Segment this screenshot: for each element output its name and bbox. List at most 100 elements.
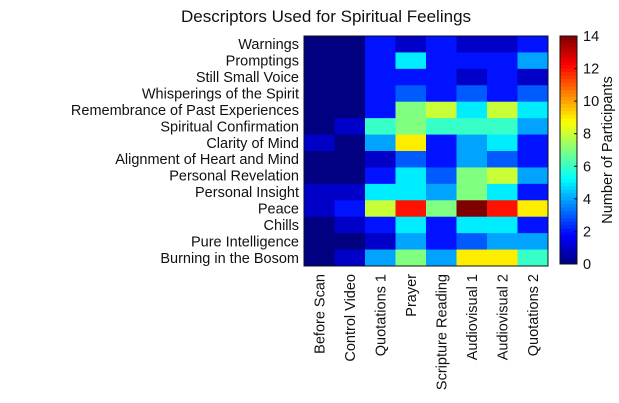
heatmap-cell xyxy=(456,183,488,201)
colorbar-segment xyxy=(560,221,577,226)
heatmap-cell xyxy=(395,200,427,218)
colorbar-segment xyxy=(560,57,577,62)
colorbar-segment xyxy=(560,174,577,179)
row-label: Pure Intelligence xyxy=(191,234,299,250)
heatmap-cell xyxy=(395,151,427,168)
heatmap-cell xyxy=(334,134,366,152)
colorbar-segment xyxy=(560,192,577,197)
heatmap-cell xyxy=(365,249,396,267)
colorbar-segment xyxy=(560,160,577,165)
colorbar-ticks: 0 2 4 6 8 10 12 14 xyxy=(574,29,599,273)
heatmap-cell xyxy=(365,36,396,53)
colorbar-segment xyxy=(560,196,577,201)
colorbar-frame xyxy=(559,35,578,265)
heatmap-cell xyxy=(517,216,549,234)
heatmap-cell xyxy=(456,68,488,86)
heatmap-cell xyxy=(517,249,549,267)
heatmap-cell xyxy=(517,101,549,119)
heatmap-cell xyxy=(426,249,457,267)
heatmap-cell xyxy=(365,200,396,218)
colorbar-segment xyxy=(560,110,577,115)
heatmap-cell xyxy=(304,36,335,53)
colorbar-segment xyxy=(560,189,577,194)
colorbar-segment xyxy=(560,121,577,126)
heatmap-cell xyxy=(487,200,518,218)
heatmap-cell xyxy=(365,134,396,152)
heatmap-cell xyxy=(517,85,549,103)
heatmap-cell xyxy=(456,134,488,152)
colorbar-segment xyxy=(560,39,577,44)
heatmap-cell xyxy=(426,36,457,53)
heatmap-cell xyxy=(395,216,427,234)
row-label: Remembrance of Past Experiences xyxy=(71,103,299,119)
column-label: Prayer xyxy=(404,274,420,317)
heatmap-cell xyxy=(365,216,396,234)
heatmap-cell xyxy=(334,101,366,119)
heatmap-cell xyxy=(334,167,366,185)
colorbar-tick-label: 12 xyxy=(583,62,599,78)
row-label: Chills xyxy=(264,218,299,234)
colorbar-segment xyxy=(560,50,577,55)
colorbar-segment xyxy=(560,89,577,94)
colorbar-segment xyxy=(560,256,577,261)
heatmap-cell xyxy=(487,118,518,135)
colorbar-segment xyxy=(560,96,577,101)
heatmap-cell xyxy=(304,167,335,185)
column-label: Audiovisual 2 xyxy=(495,274,511,360)
heatmap-cell xyxy=(517,118,549,135)
heatmap-cell xyxy=(517,151,549,168)
colorbar-segment xyxy=(560,100,577,105)
colorbar-segment xyxy=(560,167,577,172)
heatmap-cell xyxy=(456,167,488,185)
heatmap-cell xyxy=(334,85,366,103)
colorbar-segment xyxy=(560,239,577,244)
row-label: Peace xyxy=(258,202,299,218)
heatmap-cell xyxy=(334,249,366,267)
colorbar-segment xyxy=(560,117,577,122)
heatmap-cell xyxy=(456,151,488,168)
heatmap-cell xyxy=(487,167,518,185)
heatmap-cell xyxy=(304,151,335,168)
colorbar-segment xyxy=(560,249,577,254)
colorbar-segment xyxy=(560,135,577,140)
colorbar-segment xyxy=(560,228,577,233)
heatmap-cell xyxy=(365,233,396,250)
heatmap-cell xyxy=(395,68,427,86)
heatmap-cell xyxy=(365,52,396,70)
heatmap-cell xyxy=(426,183,457,201)
colorbar-segment xyxy=(560,231,577,236)
colorbar-segment xyxy=(560,60,577,65)
heatmap-cell xyxy=(426,52,457,70)
heatmap-cell xyxy=(304,200,335,218)
colorbar-segment xyxy=(560,178,577,183)
heatmap-cell xyxy=(517,134,549,152)
colorbar-segment xyxy=(560,139,577,144)
heatmap-cell xyxy=(456,216,488,234)
colorbar-segment xyxy=(560,210,577,215)
heatmap-cell xyxy=(304,233,335,250)
row-label: Personal Revelation xyxy=(169,169,299,185)
colorbar-segment xyxy=(560,71,577,76)
heatmap-cell xyxy=(456,52,488,70)
heatmap-cell xyxy=(487,85,518,103)
heatmap-cell xyxy=(426,151,457,168)
heatmap-cell xyxy=(456,249,488,267)
colorbar-segment xyxy=(560,203,577,208)
heatmap-cell xyxy=(395,36,427,53)
row-label: Warnings xyxy=(238,37,299,53)
heatmap-cell xyxy=(426,200,457,218)
colorbar-segment xyxy=(560,217,577,222)
row-label: Promptings xyxy=(226,54,299,70)
heatmap-cell xyxy=(456,85,488,103)
colorbar-segment xyxy=(560,224,577,229)
heatmap-cell xyxy=(517,183,549,201)
heatmap-cell xyxy=(487,183,518,201)
heatmap-cell xyxy=(304,52,335,70)
heatmap-cell xyxy=(334,233,366,250)
heatmap-cell xyxy=(426,233,457,250)
colorbar-segment xyxy=(560,53,577,58)
heatmap-cell xyxy=(487,134,518,152)
heatmap-cell xyxy=(456,36,488,53)
heatmap-cell xyxy=(365,85,396,103)
colorbar-segment xyxy=(560,68,577,73)
